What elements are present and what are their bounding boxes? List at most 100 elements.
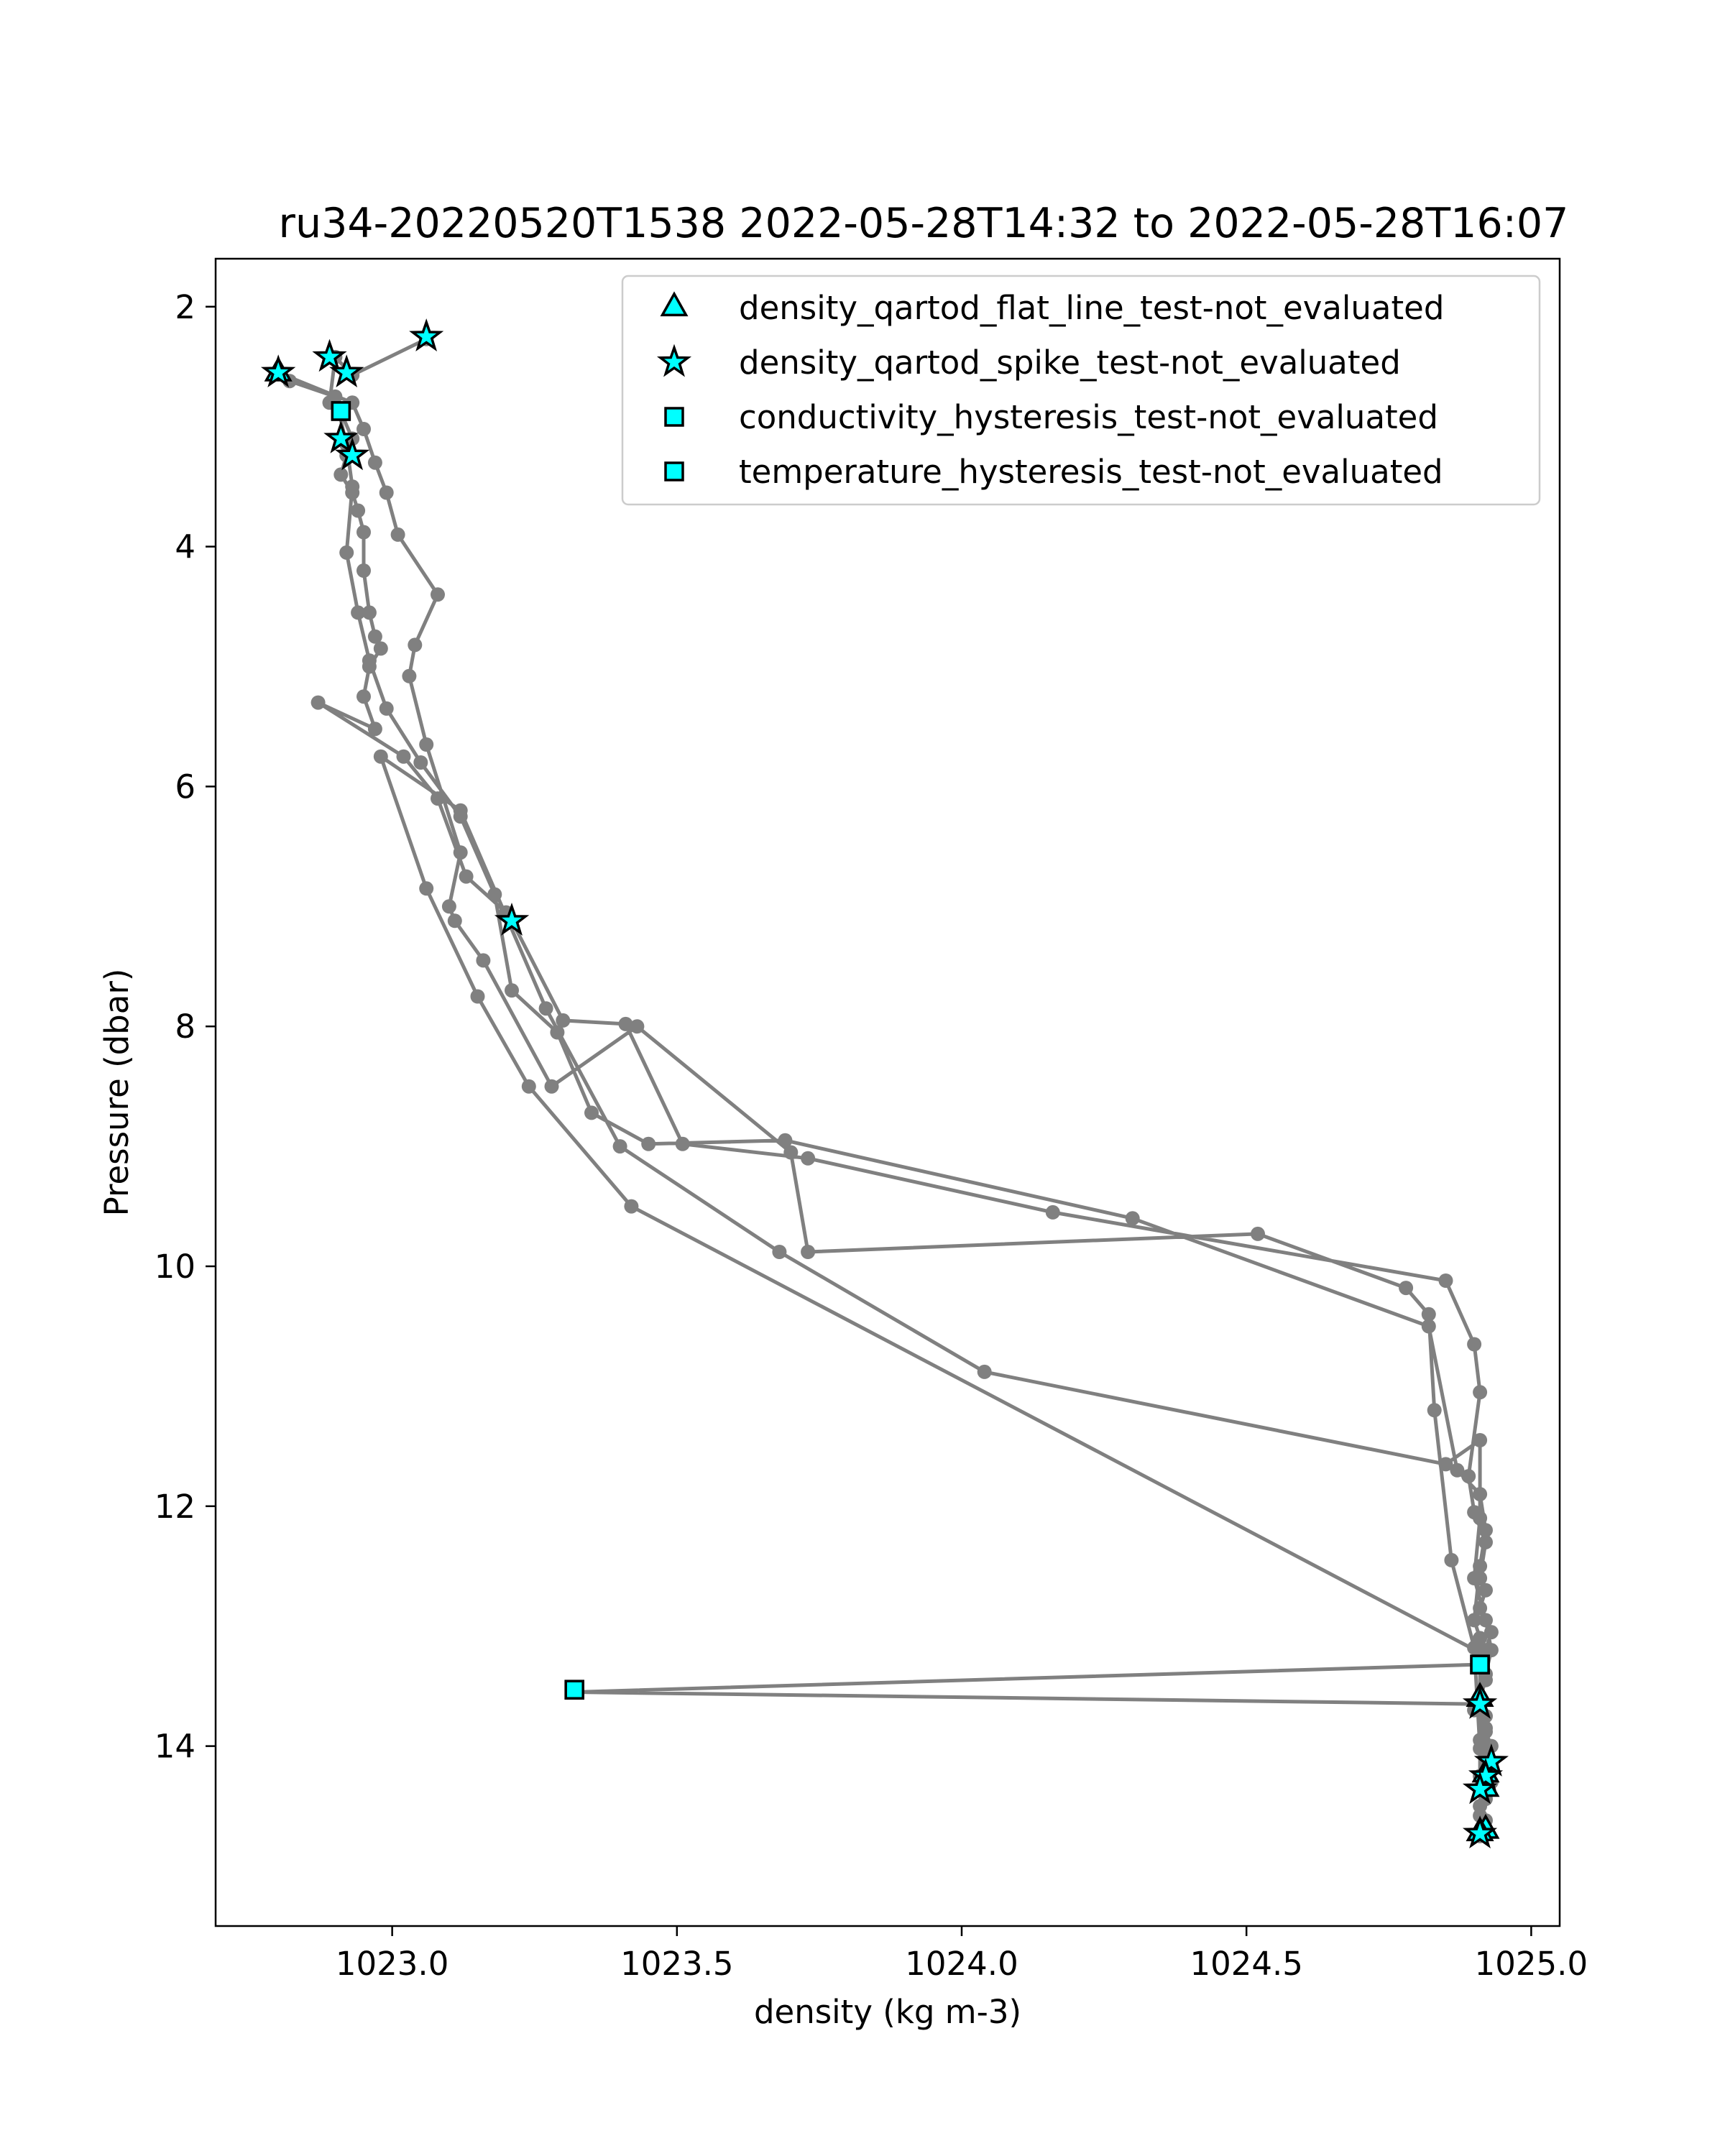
- profile-point: [624, 1199, 639, 1214]
- x-tick-label: 1023.0: [336, 1945, 448, 1983]
- profile-point: [1473, 1433, 1488, 1447]
- profile-point: [453, 845, 468, 860]
- profile-point: [419, 737, 434, 752]
- profile-point: [476, 953, 491, 968]
- y-tick-label: 12: [155, 1488, 196, 1526]
- profile-point: [618, 1016, 633, 1031]
- legend-marker-3: [664, 407, 684, 427]
- x-tick-label: 1024.0: [905, 1945, 1018, 1983]
- profile-point: [379, 701, 394, 716]
- profile-point: [441, 899, 456, 914]
- profile-point: [459, 869, 474, 884]
- legend-label-4: temperature_hysteresis_test-not_evaluate…: [739, 453, 1443, 491]
- profile-point: [612, 1139, 627, 1154]
- x-tick-label: 1025.0: [1475, 1945, 1588, 1983]
- profile-point: [1438, 1273, 1453, 1288]
- profile-point: [1467, 1613, 1482, 1628]
- y-axis: 2 4 6 8 10 12 14: [155, 288, 216, 1766]
- profile-point: [470, 989, 485, 1004]
- x-axis: 1023.0 1023.5 1024.0 1024.5 1025.0: [336, 1926, 1588, 1983]
- profile-point: [453, 803, 468, 818]
- profile-point: [1399, 1281, 1414, 1296]
- series-2-point: [494, 902, 530, 936]
- profile-point: [356, 563, 371, 578]
- profile-point: [487, 887, 502, 902]
- profile-point: [379, 485, 394, 500]
- profile-point: [402, 668, 417, 683]
- series-2-point: [260, 354, 296, 387]
- profile-point: [783, 1145, 799, 1160]
- profile-point: [550, 1025, 565, 1040]
- profile-point: [1427, 1403, 1442, 1418]
- chart-title: ru34-20220520T1538 2022-05-28T14:32 to 2…: [279, 200, 1569, 247]
- y-axis-label: Pressure (dbar): [98, 969, 136, 1217]
- profile-point: [630, 1019, 645, 1034]
- profile-point: [1473, 1385, 1488, 1400]
- profile-point: [521, 1079, 536, 1094]
- profile-point: [351, 503, 366, 518]
- profile-point: [1125, 1211, 1140, 1226]
- profile-point: [1438, 1457, 1453, 1472]
- profile-point: [356, 525, 371, 540]
- series-2-point: [409, 318, 444, 352]
- profile-point: [367, 629, 382, 644]
- profile-point: [538, 1001, 553, 1016]
- profile-point: [1484, 1625, 1499, 1640]
- series-2-point: [334, 437, 370, 471]
- profile-point: [373, 749, 388, 764]
- profile-point: [339, 545, 354, 560]
- series-4-point: [564, 1680, 584, 1700]
- profile-point: [1461, 1469, 1476, 1484]
- profile-point: [431, 791, 445, 806]
- profile-point: [367, 455, 382, 470]
- legend-box: [621, 275, 1541, 506]
- legend-marker-2: [656, 344, 692, 377]
- profile-point: [1251, 1226, 1265, 1241]
- y-tick-label: 10: [155, 1248, 196, 1286]
- profile-point: [351, 605, 366, 620]
- profile-point: [1421, 1307, 1436, 1322]
- profile-point: [1473, 1600, 1488, 1616]
- profile-point: [362, 653, 377, 668]
- profile-point: [356, 689, 371, 704]
- legend-label-1: density_qartod_flat_line_test-not_evalua…: [739, 289, 1444, 327]
- series-2-point: [329, 354, 364, 387]
- legend: density_qartod_flat_line_test-not_evalua…: [621, 275, 1541, 506]
- x-axis-label: density (kg m-3): [754, 1993, 1021, 2031]
- profile-point: [328, 389, 343, 404]
- profile-point: [675, 1136, 690, 1151]
- profile-point: [419, 881, 434, 896]
- profile-point: [1467, 1337, 1482, 1352]
- profile-point: [1467, 1571, 1482, 1585]
- y-tick-label: 6: [175, 768, 196, 806]
- profile-point: [1478, 1523, 1493, 1538]
- profile-point: [396, 749, 411, 764]
- legend-label-2: density_qartod_spike_test-not_evaluated: [739, 344, 1401, 382]
- profile-point: [373, 641, 388, 656]
- profile-point: [556, 1013, 571, 1028]
- legend-label-3: conductivity_hysteresis_test-not_evaluat…: [739, 398, 1438, 436]
- profile-point: [801, 1151, 816, 1166]
- series-2-point: [1473, 1743, 1509, 1777]
- profile-point: [367, 722, 382, 737]
- series-2-point: [1462, 1815, 1498, 1849]
- legend-marker-4: [664, 461, 684, 482]
- profile-point: [1478, 1613, 1493, 1628]
- y-tick-label: 4: [175, 528, 196, 566]
- profile-point: [431, 587, 445, 602]
- profile-point: [1473, 1741, 1488, 1756]
- profile-point: [1478, 1724, 1493, 1739]
- profile-point: [1473, 1511, 1488, 1526]
- profile-point: [641, 1136, 656, 1151]
- profile-point: [1045, 1204, 1060, 1220]
- profile-point: [1450, 1462, 1465, 1478]
- profile-point: [1473, 1559, 1488, 1574]
- series-2-point: [1462, 1685, 1498, 1719]
- series-2-point: [312, 338, 347, 372]
- profile-point: [345, 479, 360, 494]
- profile-point: [1421, 1319, 1436, 1334]
- profile-point: [447, 913, 462, 929]
- series-2-point: [323, 420, 359, 453]
- profile-point: [505, 983, 519, 998]
